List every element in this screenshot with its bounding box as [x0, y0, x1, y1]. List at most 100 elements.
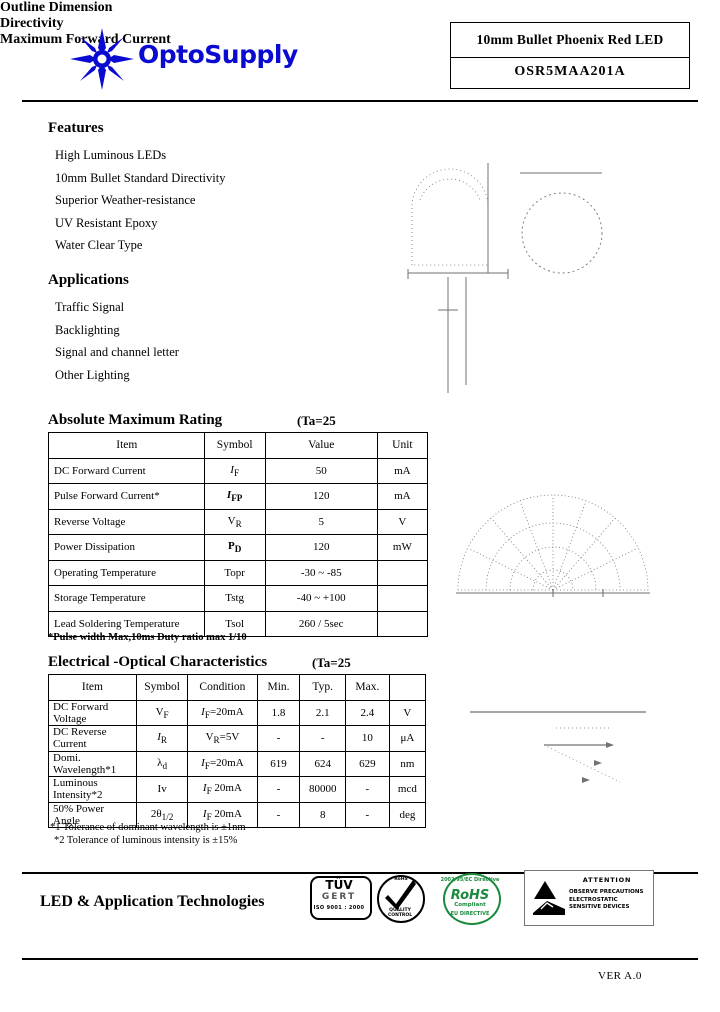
cell-typ: 624: [299, 750, 346, 777]
part-number: OSR5MAA201A: [514, 64, 626, 79]
eoc-condition: (Ta=25: [312, 655, 351, 670]
footer-tagline: LED & Application Technologies: [40, 893, 265, 910]
col-max: Max.: [344, 674, 390, 701]
cell-symbol: Iv: [135, 776, 189, 803]
cell-symbol: PD: [203, 534, 266, 561]
esd-hand-icon: [533, 881, 565, 915]
table-row: Storage Temperature Tstg -40 ~ +100: [48, 585, 429, 612]
table-row: DC Forward Current IF 50 mA: [48, 457, 429, 484]
header-divider: [22, 100, 698, 102]
directivity-heading: Directivity: [0, 16, 64, 31]
directivity-polar-plot: [456, 494, 650, 597]
cell-unit: mA: [376, 483, 429, 510]
cell-max: 10: [344, 725, 390, 752]
starburst-icon: [70, 28, 134, 90]
col-symbol: Symbol: [203, 432, 266, 459]
table-header-row: Item Symbol Value Unit: [48, 432, 429, 459]
version-label: VER A.0: [598, 970, 642, 982]
rohs-top-label: 2002/95/EC Directive: [440, 877, 500, 883]
absolute-maximum-rating-table: Item Symbol Value Unit DC Forward Curren…: [48, 432, 429, 637]
cell-condition: VR=5V: [187, 725, 258, 752]
cell-item: Operating Temperature: [48, 559, 205, 586]
cell-unit: mA: [376, 457, 429, 484]
col-symbol: Symbol: [135, 674, 189, 701]
cell-condition: IF=20mA: [187, 750, 258, 777]
cell-unit: [376, 585, 429, 612]
cell-condition: IF 20mA: [187, 776, 258, 803]
esd-line-2: ELECTROSTATIC: [569, 896, 618, 903]
check-bottom-label: QUALITY CONTROL: [387, 908, 413, 918]
cell-symbol: Topr: [203, 559, 266, 586]
table-row: Operating Temperature Topr -30 ~ -85: [48, 559, 429, 586]
cell-item: Luminous Intensity*2: [48, 776, 137, 803]
col-typ: Typ.: [299, 674, 346, 701]
esd-warning-box: ATTENTION OBSERVE PRECAUTIONS ELECTROSTA…: [524, 870, 654, 926]
cell-item: Power Dissipation: [48, 534, 205, 561]
cell-unit: mcd: [388, 776, 427, 803]
outline-dimension-heading: Outline Dimension: [0, 0, 113, 15]
esd-title: ATTENTION: [582, 876, 632, 884]
cell-typ: -: [299, 725, 346, 752]
cell-unit: deg: [388, 801, 427, 828]
cell-max: -: [344, 801, 390, 828]
cell-value: 5: [264, 508, 378, 535]
list-item: Other Lighting: [55, 367, 130, 382]
table-row: Domi. Wavelength*1 λd IF=20mA 619 624 62…: [48, 750, 427, 777]
col-item: Item: [48, 674, 137, 701]
cell-item: DC Forward Current: [48, 457, 205, 484]
applications-list: Traffic Signal Backlighting Signal and c…: [55, 296, 179, 386]
cell-symbol: VR: [203, 508, 266, 535]
table-row: Reverse Voltage VR 5 V: [48, 508, 429, 535]
cell-item: Domi. Wavelength*1: [48, 750, 137, 777]
rohs-bottom-label: EU DIRECTIVE: [450, 911, 490, 917]
cell-min: 619: [256, 750, 301, 777]
list-item: UV Resistant Epoxy: [55, 215, 158, 230]
table-header-row: Item Symbol Condition Min. Typ. Max.: [48, 674, 427, 701]
features-list: High Luminous LEDs 10mm Bullet Standard …: [55, 144, 225, 257]
cell-min: -: [256, 801, 301, 828]
eoc-note-2: *2 Tolerance of luminous intensity is ±1…: [54, 835, 238, 846]
cell-max: 629: [344, 750, 390, 777]
list-item: 10mm Bullet Standard Directivity: [55, 170, 226, 185]
cell-symbol: Tsol: [203, 610, 266, 637]
col-item: Item: [48, 432, 205, 459]
list-item: Water Clear Type: [55, 238, 143, 252]
list-item: Traffic Signal: [55, 300, 125, 314]
eoc-note-1: *1 Tolerance of dominant wavelength is ±…: [50, 822, 246, 833]
cell-min: -: [256, 725, 301, 752]
list-item: Superior Weather-resistance: [55, 193, 196, 207]
esd-body: OBSERVE PRECAUTIONS ELECTROSTATIC SENSIT…: [569, 889, 651, 912]
tuv-cert-logo: TÜV GERT ISO 9001 : 2000: [308, 872, 372, 922]
quality-check-logo: RoHS QUALITY CONTROL: [375, 872, 427, 923]
cell-symbol: λd: [135, 750, 189, 777]
rohs-cert-logo: 2002/95/EC Directive RoHS Compliant EU D…: [440, 870, 502, 925]
cell-min: 1.8: [256, 699, 301, 726]
cell-value: -40 ~ +100: [264, 585, 378, 612]
max-forward-current-graph: [470, 711, 646, 783]
cell-symbol: IFP: [203, 483, 266, 510]
features-heading: Features: [48, 120, 104, 136]
table-row: Lead Soldering Temperature Tsol 260 / 5s…: [48, 610, 429, 637]
cell-unit: [376, 610, 429, 637]
cell-unit: mW: [376, 534, 429, 561]
cell-typ: 2.1: [299, 699, 346, 726]
cell-value: 120: [264, 534, 378, 561]
col-min: Min.: [256, 674, 301, 701]
checkmark-icon: [385, 880, 416, 910]
table-row: Luminous Intensity*2 Iv IF 20mA - 80000 …: [48, 776, 427, 803]
page-header: OptoSupply 10mm Bullet Phoenix Red LED O…: [22, 14, 698, 94]
cell-value: -30 ~ -85: [264, 559, 378, 586]
cell-symbol: 2θ1/2: [135, 801, 189, 828]
footer-divider: [22, 872, 698, 874]
table-row: Pulse Forward Current* IFP 120 mA: [48, 483, 429, 510]
col-value: Value: [264, 432, 378, 459]
col-condition: Condition: [187, 674, 258, 701]
rohs-main-label: RoHS: [450, 888, 490, 903]
cell-value: 260 / 5sec: [264, 610, 378, 637]
cell-symbol: IR: [135, 725, 189, 752]
cell-max: 2.4: [344, 699, 390, 726]
product-title-box: 10mm Bullet Phoenix Red LED: [450, 22, 690, 58]
cell-unit: μA: [388, 725, 427, 752]
rohs-sub-label: Compliant: [454, 902, 486, 908]
